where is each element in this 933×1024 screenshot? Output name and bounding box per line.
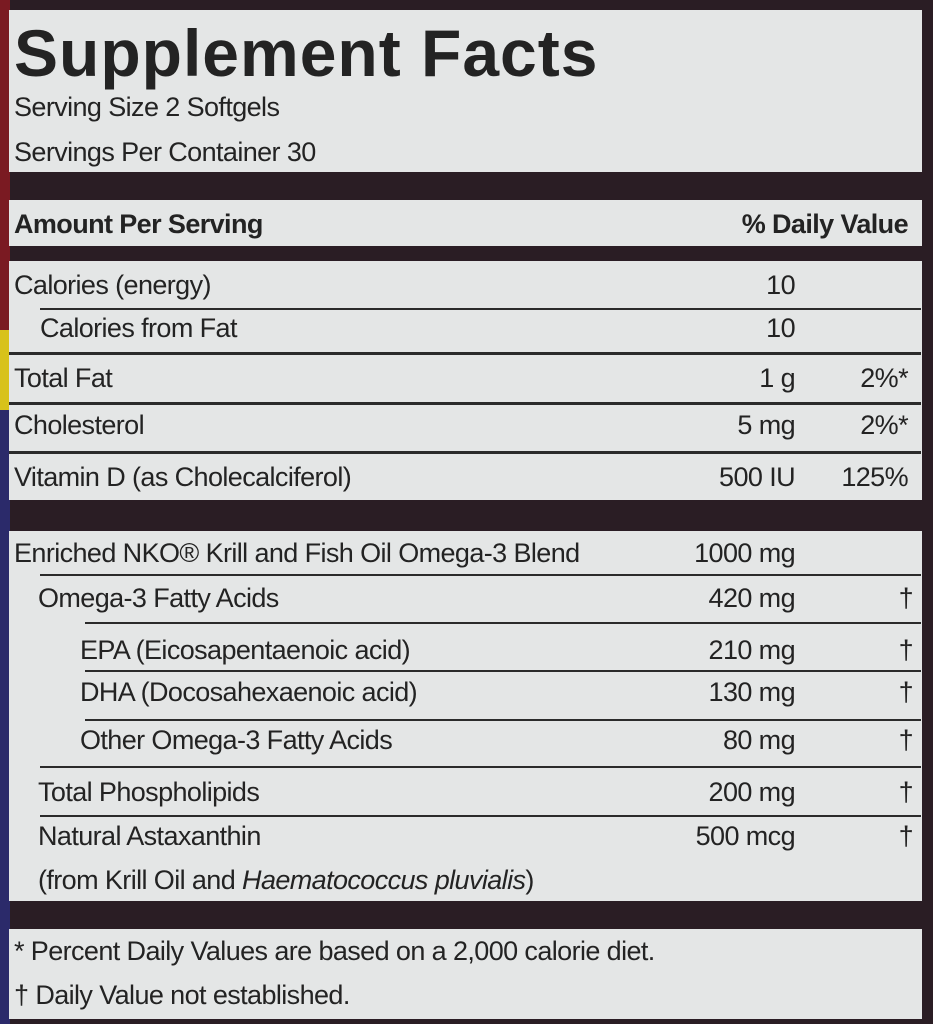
blend-name: DHA (Docosahexaenoic acid) bbox=[80, 677, 418, 707]
footnote-panel bbox=[9, 929, 922, 1019]
blend-dv: † bbox=[898, 583, 914, 613]
divider bbox=[85, 670, 921, 672]
daily-value-header: % Daily Value bbox=[741, 209, 909, 239]
header-panel bbox=[9, 200, 922, 246]
footnote-daily-values: * Percent Daily Values are based on a 2,… bbox=[14, 936, 655, 966]
left-edge-purple bbox=[0, 410, 10, 1024]
blend-name: Other Omega-3 Fatty Acids bbox=[80, 725, 393, 755]
divider bbox=[40, 308, 921, 310]
nutrient-amount: 10 bbox=[766, 270, 795, 300]
page-title: Supplement Facts bbox=[14, 16, 599, 90]
blend-dv: † bbox=[898, 677, 914, 707]
nutrient-amount: 1 g bbox=[759, 363, 795, 393]
title-panel bbox=[9, 10, 922, 172]
nutrient-name: Cholesterol bbox=[14, 410, 145, 440]
blend-amount: 420 mg bbox=[708, 583, 796, 613]
nutrient-name: Calories from Fat bbox=[40, 313, 237, 343]
divider bbox=[9, 451, 921, 454]
blend-name: Total Phospholipids bbox=[38, 777, 260, 807]
astaxanthin-source: (from Krill Oil and Haematococcus pluvia… bbox=[38, 867, 534, 894]
serving-size: Serving Size 2 Softgels bbox=[14, 92, 280, 122]
nutrient-dv: 2%* bbox=[860, 410, 908, 440]
divider bbox=[9, 402, 921, 405]
blend-dv: † bbox=[898, 725, 914, 755]
blend-dv: † bbox=[898, 635, 914, 665]
divider bbox=[85, 719, 921, 721]
blend-name: Omega-3 Fatty Acids bbox=[38, 583, 279, 613]
source-suffix: ) bbox=[525, 865, 534, 895]
blend-panel bbox=[9, 531, 922, 901]
nutrient-amount: 10 bbox=[766, 313, 795, 343]
divider bbox=[85, 622, 921, 624]
blend-amount: 1000 mg bbox=[694, 538, 795, 568]
divider bbox=[40, 815, 921, 817]
blend-dv: † bbox=[898, 821, 914, 851]
servings-per-container: Servings Per Container 30 bbox=[14, 137, 316, 167]
blend-amount: 500 mcg bbox=[695, 821, 796, 851]
footnote-not-established: † Daily Value not established. bbox=[14, 980, 350, 1010]
left-edge-yellow bbox=[0, 330, 10, 410]
blend-name: Natural Astaxanthin bbox=[38, 821, 261, 851]
left-edge-red bbox=[0, 0, 10, 350]
nutrient-name: Vitamin D (as Cholecalciferol) bbox=[14, 462, 352, 492]
nutrient-amount: 5 mg bbox=[737, 410, 795, 440]
blend-amount: 80 mg bbox=[722, 725, 796, 755]
nutrients-panel bbox=[9, 261, 922, 500]
blend-amount: 200 mg bbox=[708, 777, 796, 807]
blend-name: Enriched NKO® Krill and Fish Oil Omega-3… bbox=[14, 538, 580, 568]
blend-amount: 130 mg bbox=[708, 677, 796, 707]
nutrient-name: Total Fat bbox=[14, 363, 113, 393]
blend-amount: 210 mg bbox=[708, 635, 796, 665]
source-prefix: (from Krill Oil and bbox=[38, 865, 243, 895]
blend-dv: † bbox=[898, 777, 914, 807]
nutrient-amount: 500 IU bbox=[719, 462, 796, 492]
divider bbox=[40, 574, 921, 576]
divider bbox=[9, 352, 921, 355]
divider bbox=[40, 766, 921, 768]
nutrient-dv: 2%* bbox=[860, 363, 908, 393]
amount-per-serving-header: Amount Per Serving bbox=[14, 209, 263, 239]
nutrient-name: Calories (energy) bbox=[14, 270, 211, 300]
blend-name: EPA (Eicosapentaenoic acid) bbox=[80, 635, 411, 665]
source-species: Haematococcus pluvialis bbox=[242, 865, 526, 895]
nutrient-dv: 125% bbox=[841, 462, 908, 492]
